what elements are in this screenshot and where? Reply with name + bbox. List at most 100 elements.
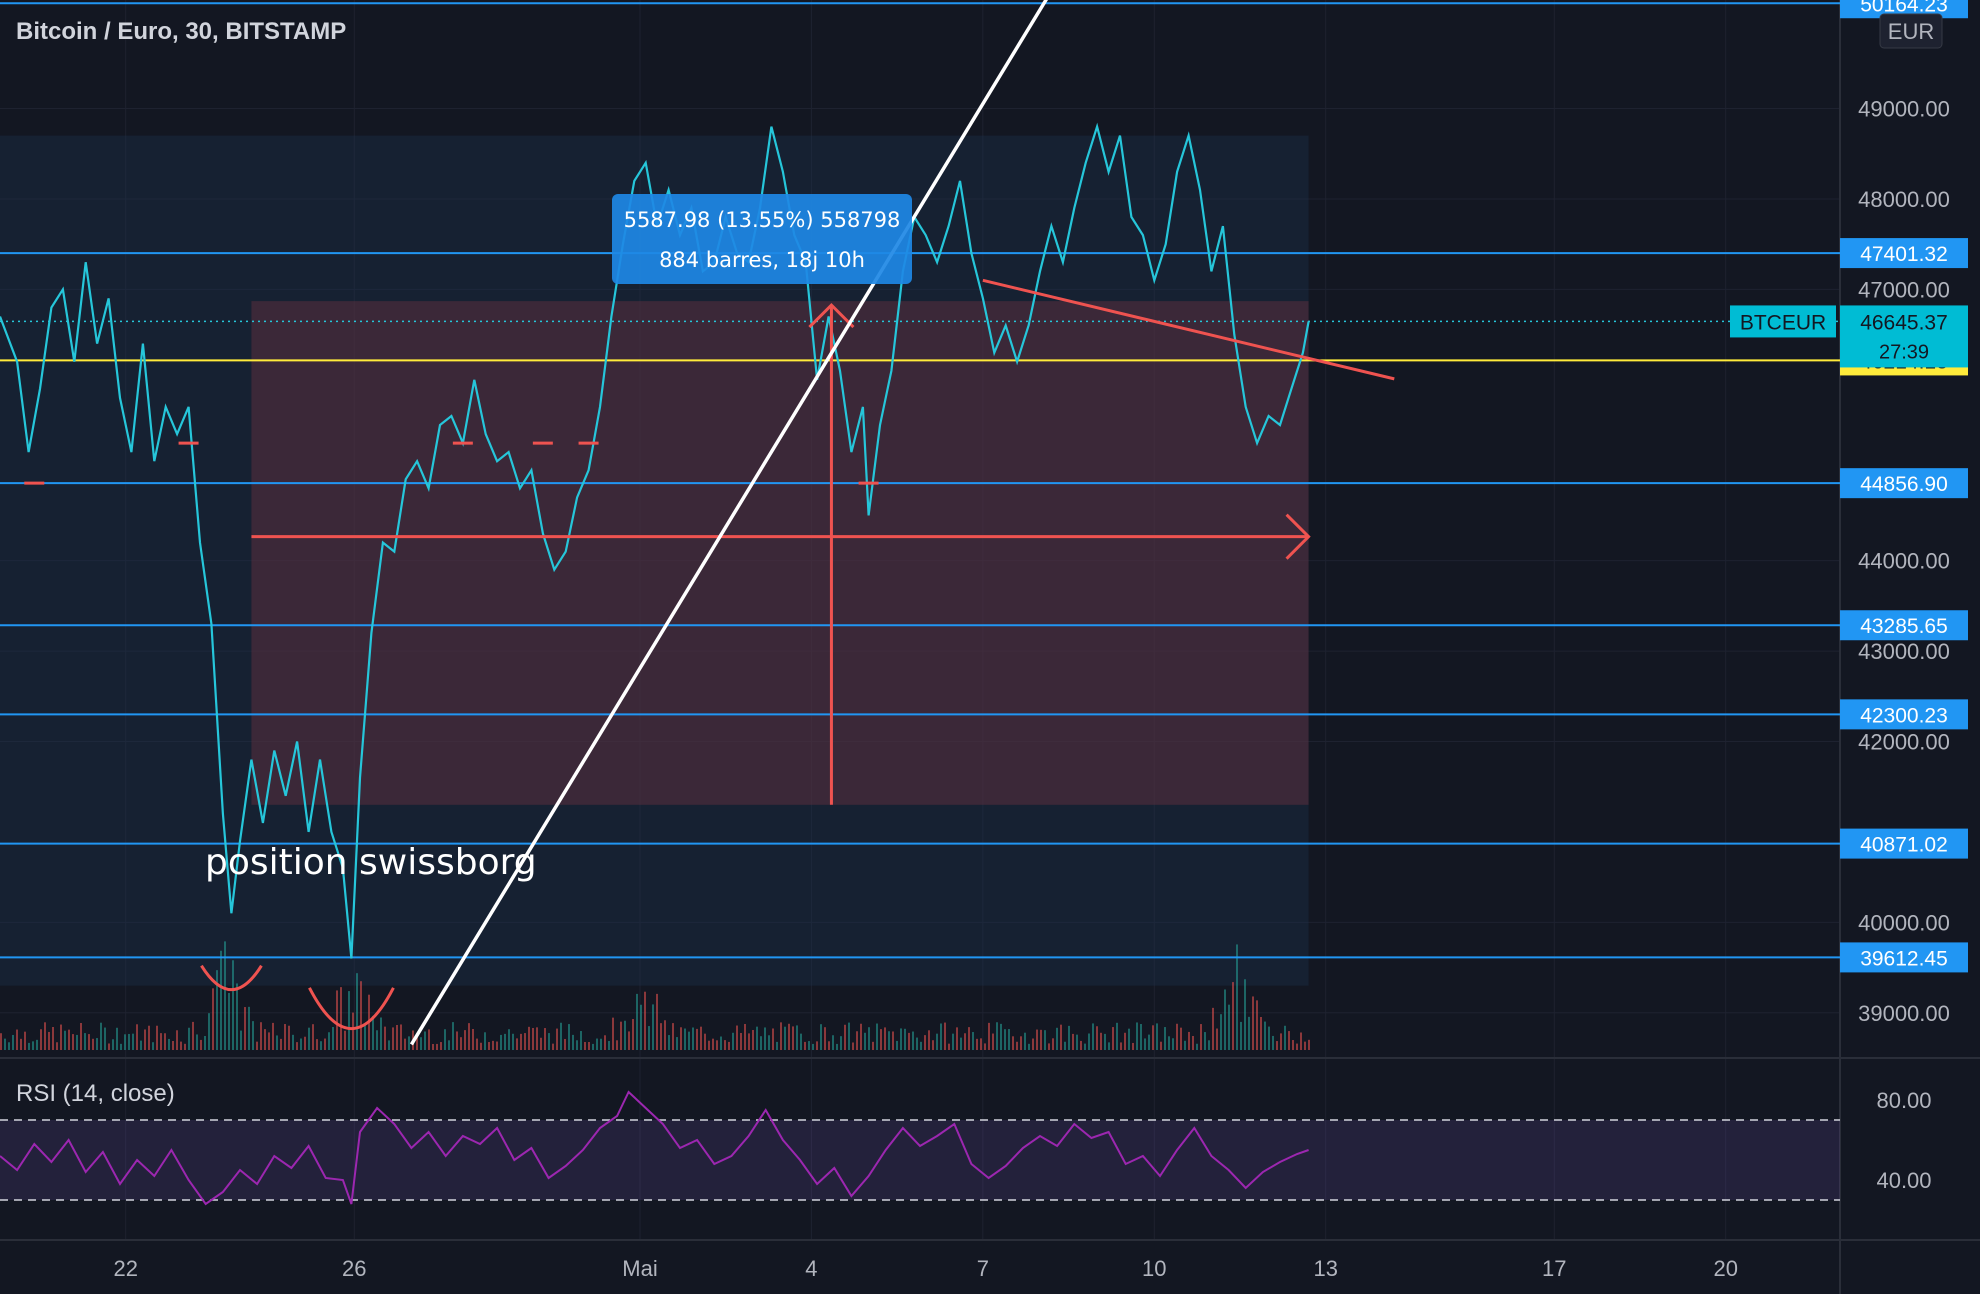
white-trendline[interactable]	[409, 0, 1051, 1046]
level-price-label: 44856.90	[1860, 473, 1948, 496]
volume-bar	[396, 1024, 398, 1050]
volume-bar	[1056, 1027, 1058, 1050]
price-axis-tick: 40000.00	[1858, 910, 1950, 935]
volume-bar	[304, 1036, 306, 1050]
volume-bar	[836, 1043, 838, 1050]
volume-bar	[884, 1027, 886, 1050]
volume-bar	[1272, 1035, 1274, 1050]
volume-bar	[584, 1041, 586, 1050]
volume-bar	[972, 1032, 974, 1050]
last-price-label: 46645.37	[1860, 311, 1948, 334]
volume-bar	[1068, 1025, 1070, 1050]
volume-bar	[768, 1035, 770, 1050]
volume-bar	[496, 1041, 498, 1050]
volume-bar	[464, 1030, 466, 1050]
volume-bar	[752, 1029, 754, 1050]
volume-bar	[740, 1032, 742, 1050]
red-trendline[interactable]	[982, 278, 1395, 381]
volume-bar	[904, 1028, 906, 1050]
volume-bar	[24, 1031, 26, 1050]
volume-bar	[348, 991, 350, 1050]
volume-bar	[724, 1040, 726, 1050]
volume-bar	[568, 1024, 570, 1050]
level-price-tag	[1840, 610, 1968, 641]
volume-bar	[796, 1025, 798, 1050]
volume-bar	[820, 1024, 822, 1050]
volume-bar	[168, 1038, 170, 1050]
time-axis-tick: 26	[342, 1256, 366, 1281]
time-axis-tick: Mai	[622, 1256, 657, 1281]
volume-bar	[804, 1041, 806, 1050]
drawings[interactable]	[24, 0, 1395, 1046]
volume-bar	[236, 983, 238, 1050]
currency-badge-box[interactable]	[1879, 13, 1943, 49]
volume-bar	[852, 1042, 854, 1050]
volume-bar	[384, 1026, 386, 1050]
volume-bar	[144, 1029, 146, 1050]
volume-bar	[420, 1037, 422, 1050]
volume-bar	[528, 1026, 530, 1050]
volume-bar	[1276, 1041, 1278, 1050]
volume-bar	[1104, 1033, 1106, 1050]
volume-bar	[780, 1022, 782, 1050]
measure-label-line1: 5587.98 (13.55%) 558798	[624, 208, 901, 232]
volume-bar	[656, 993, 658, 1050]
volume-bar	[1128, 1028, 1130, 1050]
volume-bar	[204, 1035, 206, 1050]
volume-bar	[140, 1040, 142, 1050]
volume-bar	[536, 1027, 538, 1050]
volume-bar	[544, 1028, 546, 1050]
volume-bar	[212, 988, 214, 1050]
volume-bar	[1248, 1016, 1250, 1050]
volume-bar	[1148, 1034, 1150, 1050]
volume-bar	[1172, 1038, 1174, 1050]
volume-bar	[472, 1029, 474, 1050]
volume-bar	[372, 1015, 374, 1050]
volume-bar	[788, 1023, 790, 1050]
volume-bar	[952, 1033, 954, 1050]
volume-bar	[948, 1043, 950, 1050]
volume-bar	[932, 1040, 934, 1050]
volume-bar	[616, 1040, 618, 1050]
volume-bar	[1256, 1000, 1258, 1050]
volume-bar	[260, 1022, 262, 1050]
volume-bar	[684, 1028, 686, 1050]
bottom-arc-left[interactable]	[200, 964, 263, 992]
volume-bar	[400, 1024, 402, 1050]
volume-bar	[292, 1034, 294, 1050]
volume-bar	[252, 1021, 254, 1050]
volume-bar	[228, 992, 230, 1050]
volume-bar	[308, 1027, 310, 1050]
annotation-text[interactable]: position swissborg	[205, 842, 537, 883]
price-axis-tick: 47000.00	[1858, 277, 1950, 302]
level-price-tag	[1840, 468, 1968, 499]
symbol-tag[interactable]	[1730, 305, 1836, 338]
volume-bar	[764, 1027, 766, 1050]
volume-bar	[988, 1022, 990, 1050]
volume-bar	[456, 1031, 458, 1050]
volume-bar	[440, 1042, 442, 1050]
time-axis-tick: 10	[1142, 1256, 1166, 1281]
volume-bar	[712, 1038, 714, 1050]
volume-bar	[272, 1022, 274, 1050]
volume-bar	[720, 1036, 722, 1050]
volume-bar	[196, 1034, 198, 1050]
volume-bar	[736, 1025, 738, 1050]
volume-bar	[936, 1033, 938, 1050]
volume-bar	[56, 1042, 58, 1050]
volume-bar	[1092, 1023, 1094, 1050]
volume-bar	[1144, 1038, 1146, 1050]
volume-bar	[244, 1007, 246, 1050]
volume-bar	[1132, 1042, 1134, 1050]
volume-bar	[816, 1041, 818, 1050]
volume-bar	[640, 1004, 642, 1050]
bottom-arc-right[interactable]	[308, 987, 395, 1030]
volume-bar	[1236, 944, 1238, 1050]
volume-bar	[1108, 1042, 1110, 1050]
volume-bar	[900, 1028, 902, 1050]
currency-badge[interactable]: EUR	[1888, 19, 1934, 44]
volume-bar	[872, 1041, 874, 1050]
volume-bar	[4, 1038, 6, 1050]
